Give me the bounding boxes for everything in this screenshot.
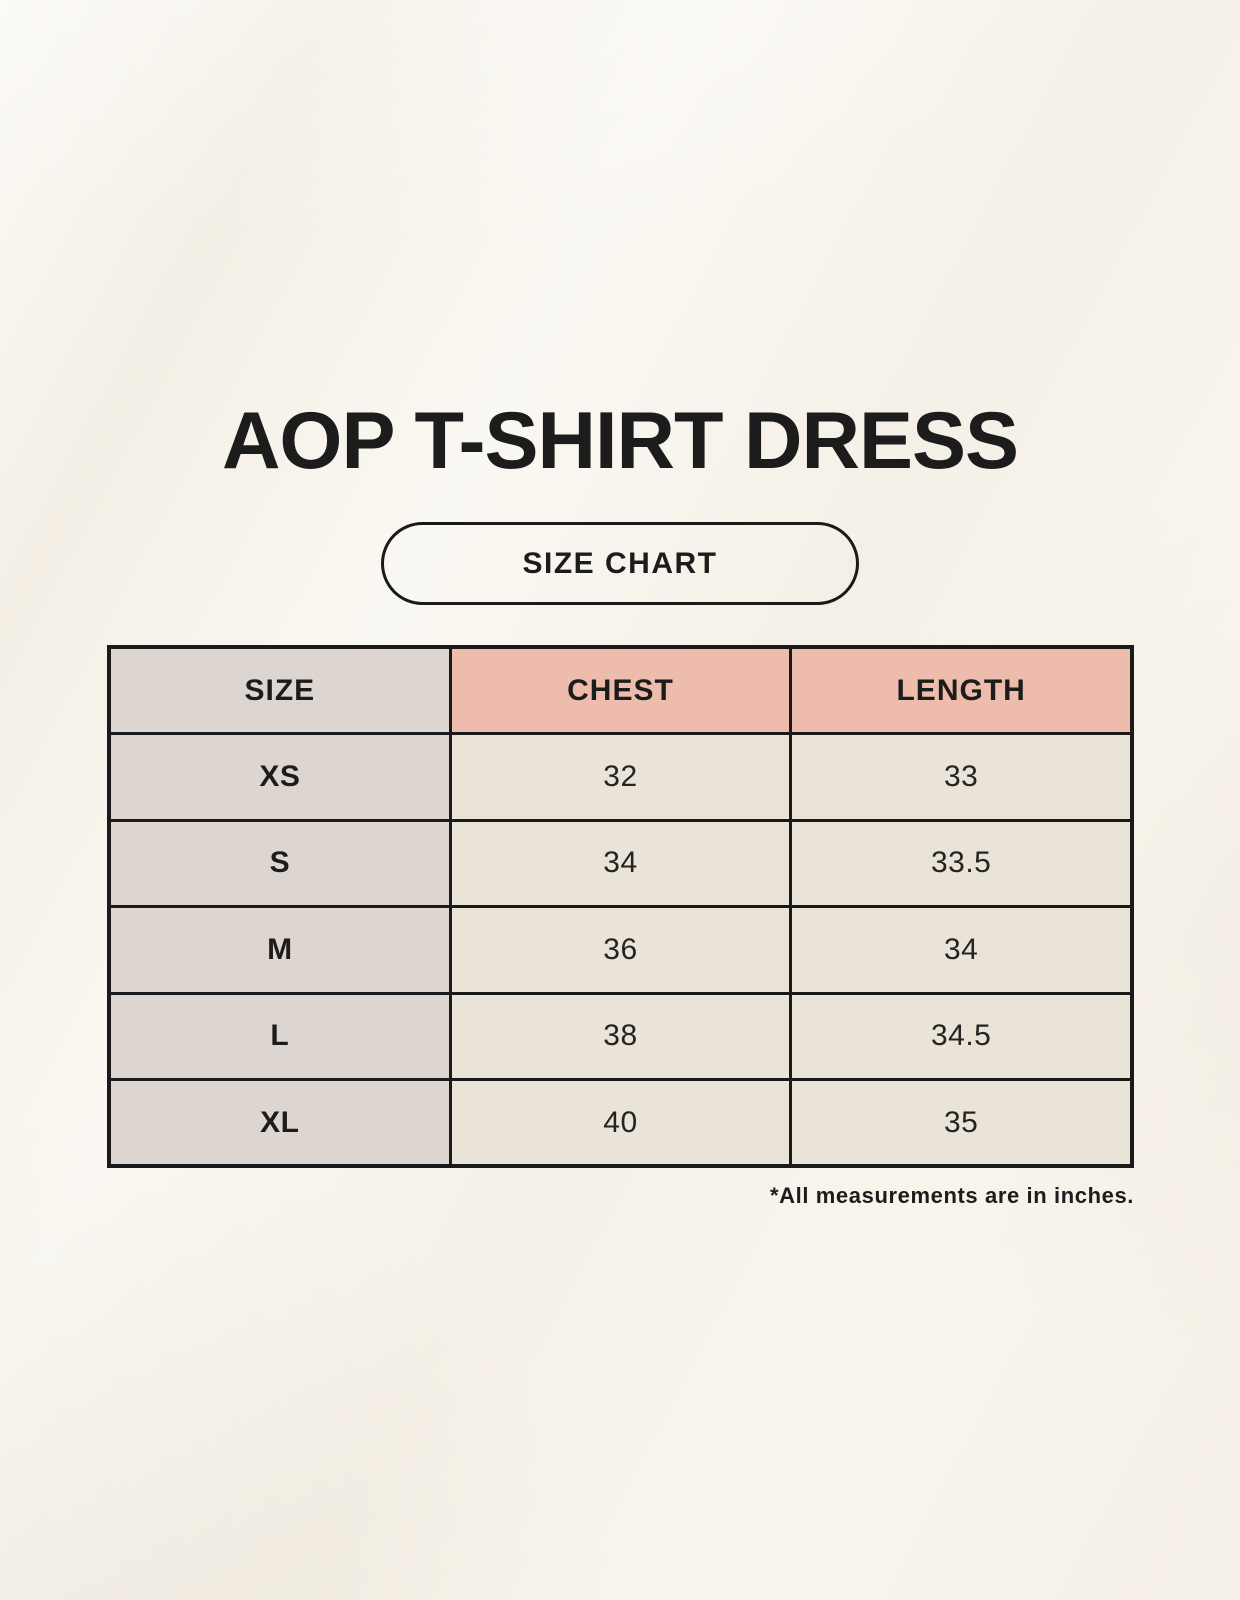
row-m-size-cell: M bbox=[111, 908, 449, 992]
row-xs-length-cell: 33 bbox=[792, 735, 1130, 819]
row-s-size-cell: S bbox=[111, 821, 449, 906]
column-header-size: SIZE bbox=[111, 649, 449, 733]
row-xl-size-cell: XL bbox=[111, 1080, 449, 1165]
size-table: SIZE CHEST LENGTH XS 32 33 S 34 33.5 M 3… bbox=[107, 645, 1134, 1169]
row-m-length-cell: 34 bbox=[792, 908, 1130, 992]
row-l-chest-cell: 38 bbox=[451, 994, 790, 1078]
size-chart-badge-label: SIZE CHART bbox=[522, 546, 718, 580]
row-l-length-cell: 34.5 bbox=[792, 994, 1130, 1078]
row-xs-chest-cell: 32 bbox=[451, 735, 790, 819]
row-s-length-cell: 33.5 bbox=[792, 821, 1130, 906]
row-xs-size-cell: XS bbox=[111, 735, 449, 819]
row-xl-length-cell: 35 bbox=[792, 1080, 1130, 1165]
column-header-length: LENGTH bbox=[792, 649, 1130, 733]
measurements-footnote: *All measurements are in inches. bbox=[769, 1183, 1134, 1208]
row-l-size-cell: L bbox=[111, 994, 449, 1078]
row-s-chest-cell: 34 bbox=[451, 821, 790, 906]
page-title: AOP T-SHIRT DRESS bbox=[221, 396, 1019, 486]
size-chart-badge: SIZE CHART bbox=[381, 522, 859, 605]
row-xl-chest-cell: 40 bbox=[451, 1080, 790, 1165]
column-header-chest: CHEST bbox=[451, 649, 790, 733]
row-m-chest-cell: 36 bbox=[451, 908, 790, 992]
